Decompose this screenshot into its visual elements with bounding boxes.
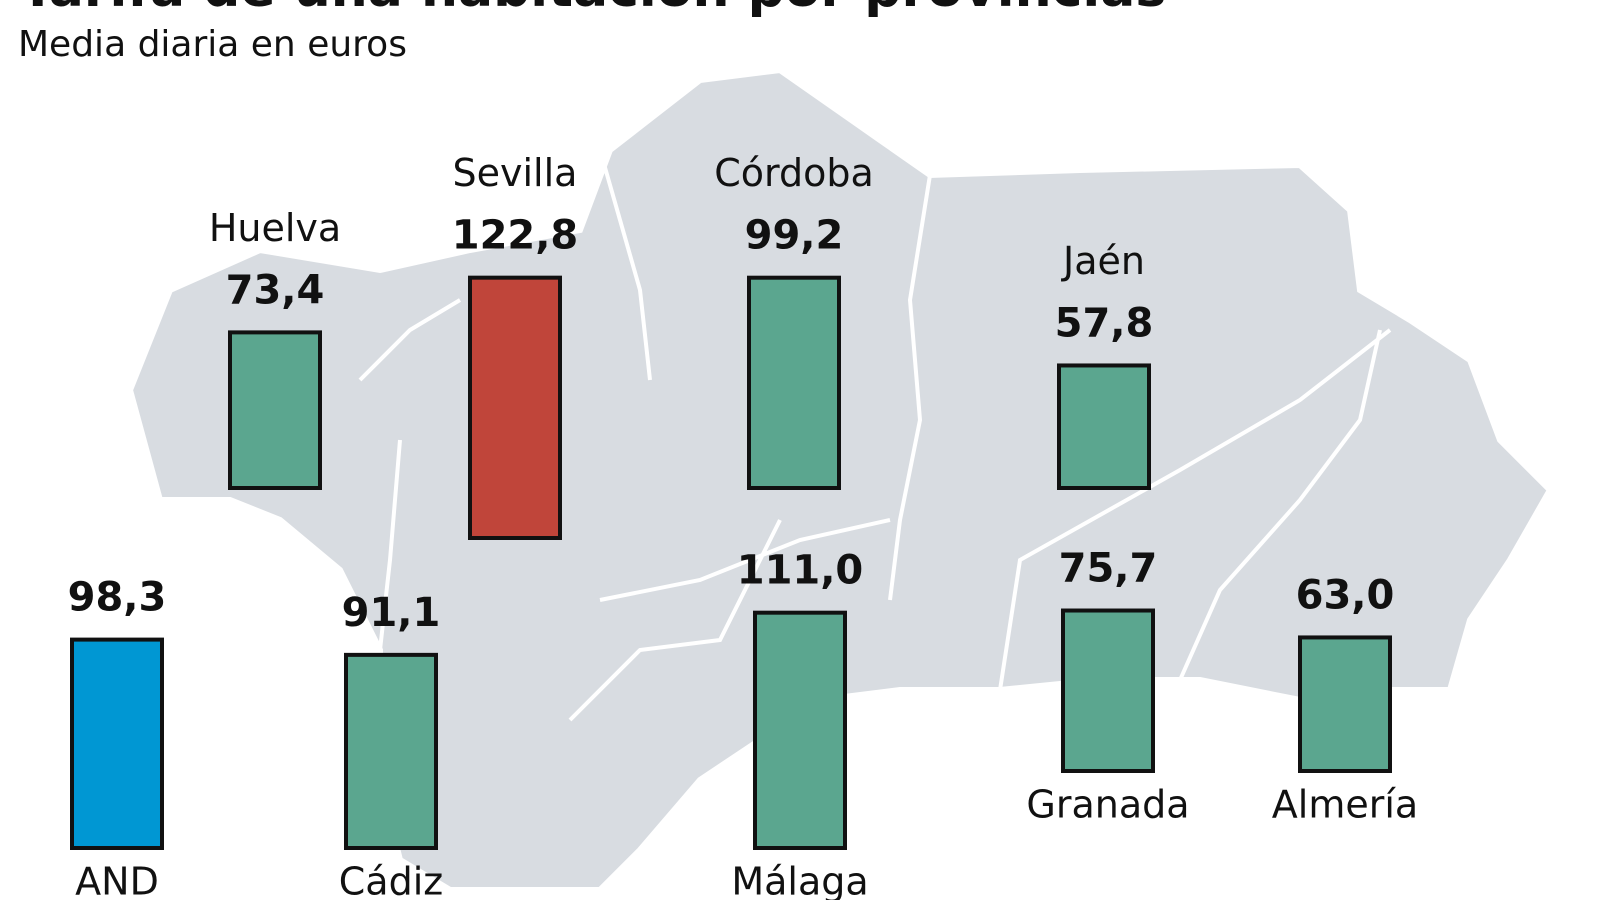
category-label: Almería: [1272, 783, 1418, 827]
bar: [747, 275, 841, 491]
chart-title: Tarifa de una habitación por provincias: [20, 0, 1166, 19]
value-label: 111,0: [737, 548, 864, 594]
category-label: Málaga: [731, 860, 868, 900]
category-label: Córdoba: [714, 151, 874, 195]
category-label: Granada: [1026, 783, 1189, 827]
category-label: AND: [75, 860, 159, 900]
bar: [468, 275, 562, 540]
bar: [228, 330, 322, 490]
value-label: 91,1: [342, 590, 441, 636]
bar: [1061, 608, 1155, 773]
bar: [344, 652, 438, 850]
bar: [1298, 635, 1392, 773]
value-label: 63,0: [1296, 572, 1395, 618]
category-label: Sevilla: [453, 151, 578, 195]
value-label: 73,4: [226, 267, 325, 313]
value-label: 122,8: [452, 213, 579, 259]
value-label: 57,8: [1055, 300, 1154, 346]
bar: [1057, 363, 1151, 490]
category-label: Huelva: [209, 206, 341, 250]
category-label: Cádiz: [339, 860, 443, 900]
bar: [753, 610, 847, 850]
value-label: 98,3: [68, 575, 167, 621]
province-border: [358, 149, 1392, 722]
chart-subtitle: Media diaria en euros: [18, 24, 407, 65]
value-label: 75,7: [1059, 546, 1158, 592]
category-label: Jaén: [1061, 239, 1145, 283]
bar: [70, 637, 164, 850]
value-label: 99,2: [745, 213, 844, 259]
